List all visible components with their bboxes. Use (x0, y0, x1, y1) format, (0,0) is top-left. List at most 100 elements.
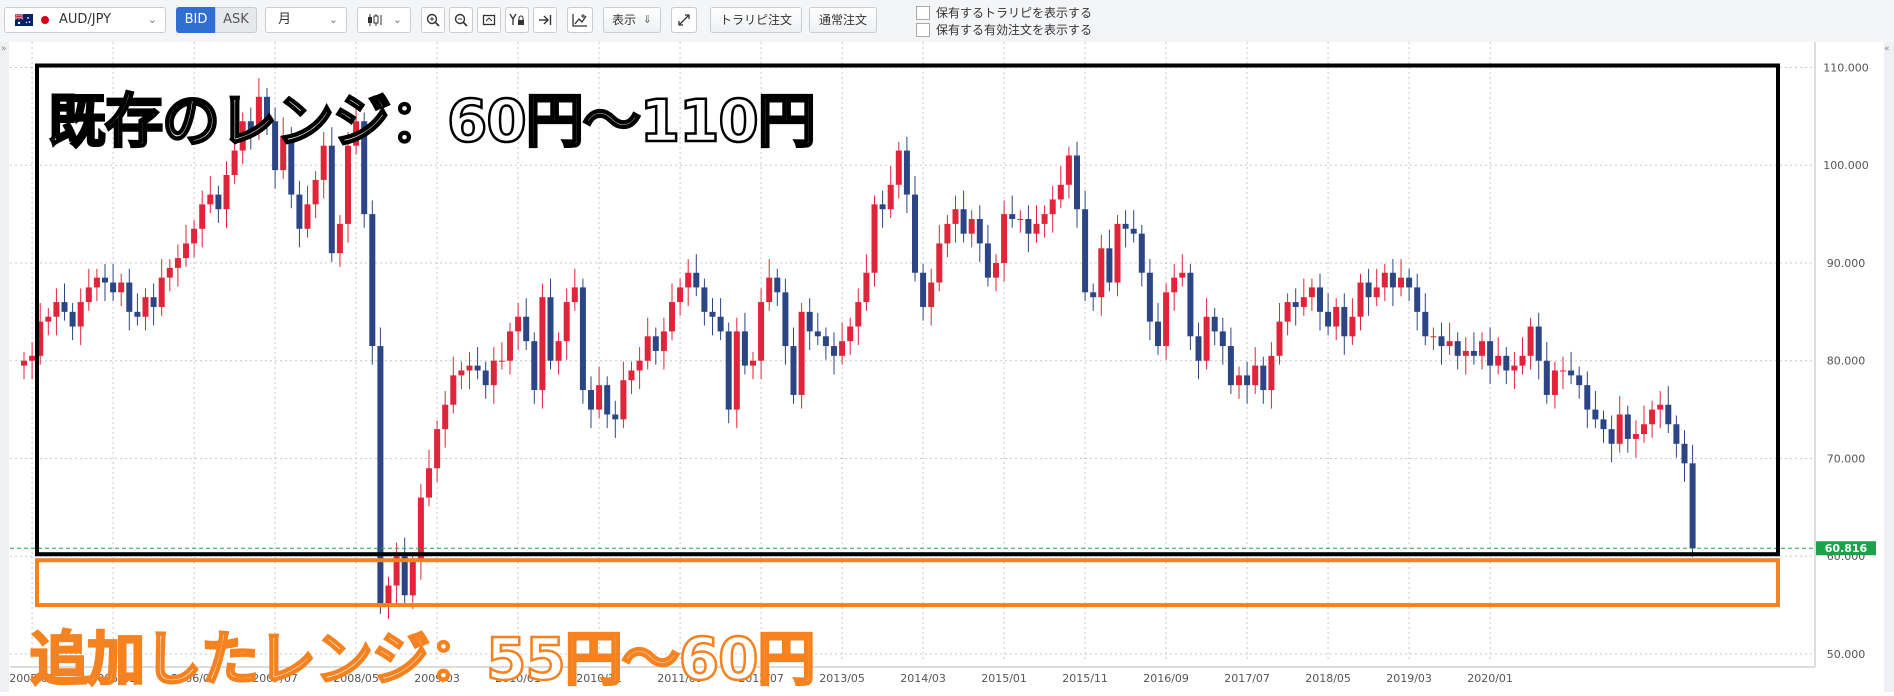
trail-order-button[interactable]: トラリピ注文 (710, 7, 802, 33)
candle-body (1308, 287, 1315, 298)
toolbar: AUD/JPY ⌄ BID ASK 月 ⌄ ⌄ 表示 ⇓ トラ (0, 0, 1894, 43)
candle-body (45, 316, 52, 322)
candle-body (798, 311, 805, 395)
ask-button[interactable]: ASK (215, 7, 257, 33)
candle-body (1584, 385, 1591, 410)
candle-body (596, 385, 603, 410)
candle-body (1300, 297, 1307, 307)
price-lock-icon (509, 13, 524, 25)
fullscreen-button[interactable] (671, 7, 697, 33)
x-tick-label: 2010/11 (576, 672, 622, 685)
candle-body (879, 204, 886, 210)
zoom-out-icon (454, 13, 468, 27)
candle-body (1041, 214, 1048, 224)
price-chart[interactable]: » « 110.000100.00090.00080.00070.00060.0… (0, 42, 1894, 692)
candle-body (839, 341, 846, 356)
current-price-badge (1816, 541, 1876, 556)
candle-body (53, 302, 60, 317)
x-tick-label: 2020/01 (1467, 672, 1513, 685)
normal-order-button[interactable]: 通常注文 (809, 7, 877, 33)
candle-body (37, 321, 44, 356)
indicator-button[interactable] (567, 7, 593, 33)
range1-title: 既存のレンジ：60円〜110円 (47, 86, 817, 157)
price-scale-button[interactable] (505, 7, 529, 33)
candle-body (952, 209, 959, 224)
timeframe-select[interactable]: 月 ⌄ (265, 7, 347, 33)
candle-body (93, 277, 100, 288)
candle-body (1503, 355, 1510, 371)
candle-body (863, 272, 870, 303)
x-tick-label: 2005/11 (90, 672, 136, 685)
show-orders-checkbox[interactable] (916, 23, 930, 37)
collapse-panel-icon[interactable]: » (1, 44, 7, 54)
candle-body (1568, 370, 1575, 376)
symbol-select[interactable]: AUD/JPY ⌄ (4, 7, 166, 33)
candle-body (361, 121, 368, 215)
candle-body (1519, 355, 1526, 366)
show-trail-checkbox[interactable] (916, 6, 930, 20)
current-price-label: 60.816 (1825, 542, 1868, 555)
candlestick-icon (368, 14, 382, 26)
candle-body (191, 228, 198, 244)
candle-body (458, 370, 465, 376)
candle-body (1649, 409, 1656, 425)
y-tick-label: 90.000 (1827, 257, 1866, 270)
candle-body (393, 556, 400, 586)
candle-body (1665, 404, 1672, 425)
y-axis: 110.000100.00090.00080.00070.00060.00050… (1814, 42, 1869, 667)
candle-body (466, 365, 473, 371)
candle-body (158, 277, 165, 307)
candle-body (1098, 248, 1105, 298)
candle-body (1001, 214, 1008, 263)
japan-flag-icon (41, 16, 49, 24)
display-select[interactable]: 表示 ⇓ (603, 7, 661, 33)
candle-body (134, 311, 141, 317)
candle-body (174, 258, 181, 268)
candle-body (110, 282, 117, 293)
zoom-out-button[interactable] (449, 7, 473, 33)
candle-body (1325, 311, 1332, 327)
candle-body (758, 302, 765, 361)
candle-body (345, 145, 351, 224)
candle-body (1398, 277, 1404, 288)
candle-body (1009, 214, 1016, 219)
candle-body (984, 243, 991, 278)
candle-body (1511, 365, 1518, 371)
candle-body (1276, 321, 1283, 356)
candle-body (1446, 341, 1453, 347)
candle-body (1608, 429, 1615, 444)
candle-body (1219, 331, 1226, 347)
candle-body (1681, 443, 1688, 464)
candle-body (571, 287, 578, 303)
candle-body (1049, 199, 1056, 215)
candle-body (612, 414, 619, 420)
candle-body (1373, 287, 1380, 298)
candle-body (247, 121, 254, 132)
bid-button[interactable]: BID (176, 7, 216, 33)
candle-body (652, 336, 659, 351)
candle-body (1082, 209, 1089, 293)
candle-body (1657, 404, 1664, 410)
fit-button[interactable] (477, 7, 501, 33)
x-tick-label: 2015/01 (981, 672, 1027, 685)
candle-body (1179, 272, 1186, 278)
chart-add-icon (572, 14, 587, 27)
candle-body (1624, 414, 1631, 439)
x-tick-label: 2011/09 (657, 672, 703, 685)
y-tick-label: 110.000 (1823, 62, 1869, 75)
zoom-in-button[interactable] (421, 7, 445, 33)
candle-body (1479, 341, 1485, 356)
candle-body (976, 218, 983, 244)
candle-body (928, 282, 935, 307)
x-tick-label: 2009/03 (414, 672, 460, 685)
range1-box (35, 63, 1780, 557)
candle-body (434, 429, 441, 469)
range2-title: 追加したレンジ：55円〜60円 (29, 624, 817, 695)
candle-body (255, 96, 262, 132)
chart-type-select[interactable]: ⌄ (357, 7, 411, 33)
scroll-to-end-button[interactable] (533, 7, 557, 33)
candle-body (790, 346, 797, 395)
expand-panel-icon[interactable]: « (1884, 44, 1890, 54)
candle-body (304, 204, 311, 229)
candle-body (1495, 355, 1502, 366)
